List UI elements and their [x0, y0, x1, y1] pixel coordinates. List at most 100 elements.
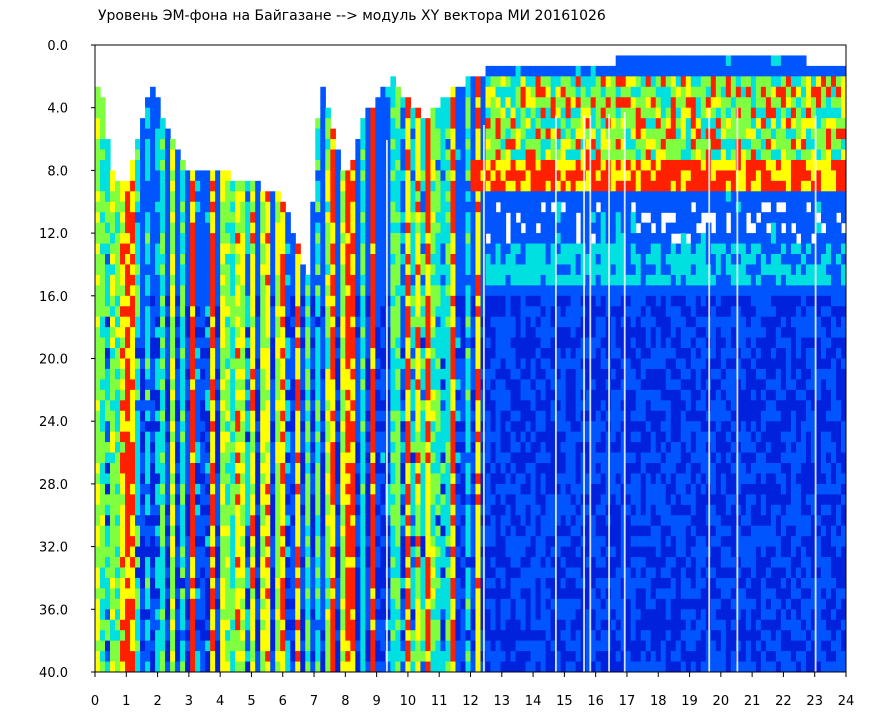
heatmap-cell [445, 400, 452, 412]
heatmap-cell [490, 463, 497, 475]
heatmap-cell [135, 651, 141, 663]
heatmap-cell [300, 588, 306, 600]
heatmap-cell [175, 536, 181, 548]
heatmap-cell [490, 274, 497, 286]
heatmap-cell [265, 212, 271, 224]
heatmap-cell [415, 159, 422, 171]
heatmap-cell [280, 473, 286, 485]
heatmap-cell [465, 149, 472, 161]
heatmap-cell [390, 180, 396, 192]
heatmap-cell [470, 651, 477, 663]
heatmap-cell [345, 546, 351, 558]
heatmap-cell [520, 97, 527, 109]
heatmap-cell [335, 316, 341, 328]
heatmap-cell [160, 358, 166, 370]
heatmap-cell [195, 619, 201, 631]
heatmap-cell [265, 306, 271, 318]
heatmap-cell [570, 139, 577, 151]
heatmap-cell [495, 128, 502, 140]
heatmap-cell [310, 598, 316, 610]
heatmap-cell [410, 180, 417, 192]
heatmap-cell [270, 504, 276, 516]
heatmap-cell [435, 327, 442, 339]
heatmap-cell [355, 598, 361, 610]
heatmap-cell [315, 128, 321, 140]
heatmap-cell [385, 368, 391, 380]
heatmap-cell [225, 358, 231, 370]
heatmap-cell [260, 316, 266, 328]
heatmap-cell [380, 306, 386, 318]
heatmap-cell [95, 180, 101, 192]
heatmap-cell [410, 379, 417, 391]
heatmap-cell [150, 567, 156, 579]
heatmap-cell [300, 264, 306, 276]
heatmap-cell [370, 588, 376, 600]
heatmap-cell [95, 368, 101, 380]
heatmap-cell [490, 222, 497, 234]
heatmap-cell [230, 661, 236, 672]
heatmap-cell [570, 86, 577, 98]
heatmap-cell [440, 494, 447, 506]
heatmap-cell [155, 201, 161, 213]
heatmap-cell [350, 619, 356, 631]
heatmap-cell [560, 285, 567, 297]
heatmap-cell [410, 274, 417, 286]
heatmap-cell [570, 598, 577, 610]
heatmap-cell [460, 452, 467, 464]
heatmap-cell [105, 536, 111, 548]
heatmap-cell [160, 243, 166, 255]
heatmap-cell [170, 348, 176, 360]
heatmap-cell [515, 274, 522, 286]
heatmap-cell [120, 316, 126, 328]
heatmap-cell [145, 118, 151, 130]
heatmap-cell [455, 577, 462, 589]
heatmap-cell [505, 327, 512, 339]
heatmap-cell [190, 254, 196, 266]
heatmap-cell [340, 640, 346, 652]
heatmap-cell [510, 661, 517, 672]
heatmap-cell [460, 180, 467, 192]
heatmap-cell [400, 577, 407, 589]
heatmap-cell [550, 567, 557, 579]
heatmap-cell [255, 442, 261, 454]
heatmap-cell [395, 295, 402, 307]
heatmap-cell [550, 389, 557, 401]
heatmap-cell [140, 316, 146, 328]
heatmap-cell [290, 473, 296, 485]
heatmap-cell [525, 577, 532, 589]
heatmap-cell [540, 619, 547, 631]
heatmap-cell [500, 86, 507, 98]
heatmap-cell [180, 243, 186, 255]
heatmap-cell [325, 159, 331, 171]
heatmap-cell [115, 452, 121, 464]
heatmap-cell [410, 421, 417, 433]
heatmap-cell [320, 619, 326, 631]
heatmap-cell [300, 389, 306, 401]
heatmap-cell [270, 577, 276, 589]
heatmap-cell [210, 389, 216, 401]
heatmap-cell [160, 452, 166, 464]
heatmap-cell [470, 546, 477, 558]
heatmap-cell [470, 97, 477, 109]
heatmap-cell [365, 337, 371, 349]
heatmap-cell [310, 651, 316, 663]
heatmap-cell [340, 389, 346, 401]
heatmap-cell [340, 264, 346, 276]
heatmap-cell [130, 473, 136, 485]
heatmap-cell [560, 588, 567, 600]
heatmap-cell [410, 201, 417, 213]
heatmap-cell [205, 316, 211, 328]
heatmap-cell [115, 525, 121, 537]
heatmap-cell [230, 494, 236, 506]
heatmap-cell [300, 557, 306, 569]
heatmap-cell [540, 180, 547, 192]
heatmap-cell [325, 264, 331, 276]
heatmap-cell [520, 630, 527, 642]
heatmap-cell [340, 483, 346, 495]
heatmap-cell [100, 619, 106, 631]
heatmap-cell [440, 212, 447, 224]
heatmap-cell [315, 274, 321, 286]
heatmap-cell [130, 233, 136, 245]
heatmap-cell [345, 442, 351, 454]
heatmap-cell [140, 201, 146, 213]
